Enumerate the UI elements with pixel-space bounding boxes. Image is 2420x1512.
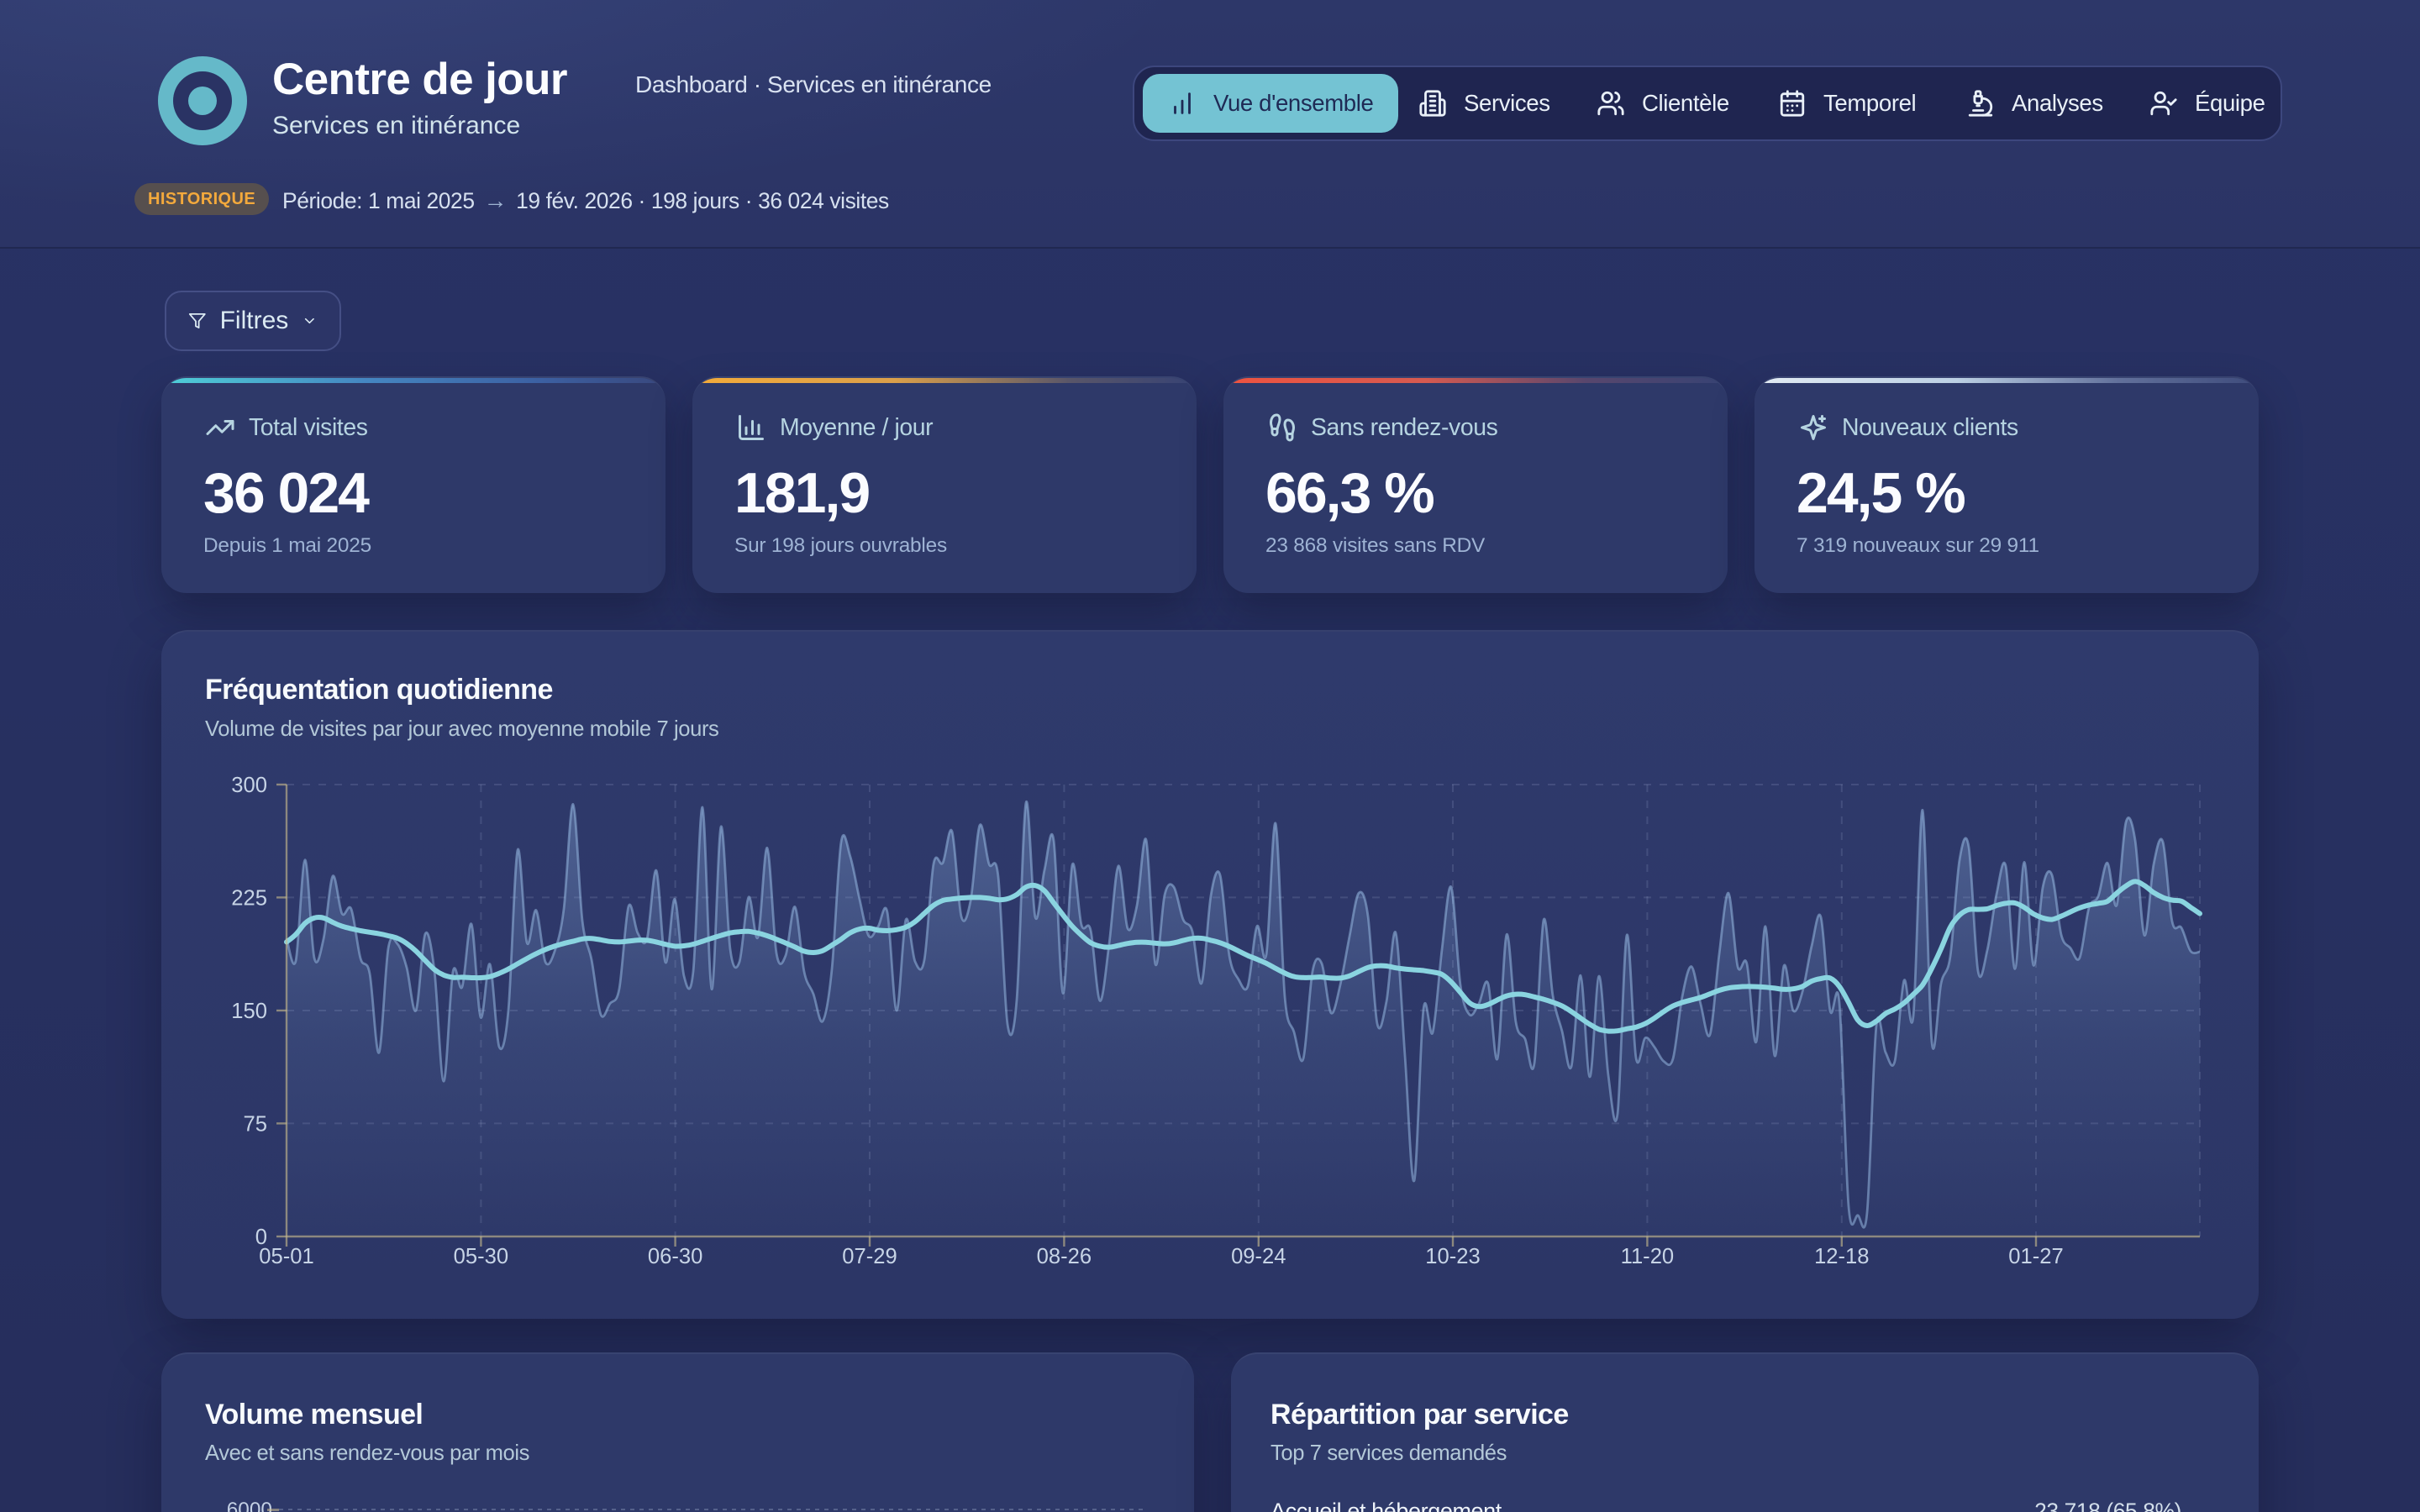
svg-text:10-23: 10-23: [1425, 1245, 1480, 1268]
svg-text:08-26: 08-26: [1037, 1245, 1092, 1268]
svg-text:01-27: 01-27: [2008, 1245, 2063, 1268]
svg-text:75: 75: [244, 1112, 267, 1136]
svg-text:07-29: 07-29: [842, 1245, 897, 1268]
svg-text:300: 300: [231, 774, 267, 797]
svg-text:06-30: 06-30: [648, 1245, 702, 1268]
svg-text:150: 150: [231, 1000, 267, 1023]
svg-text:11-20: 11-20: [1621, 1245, 1675, 1268]
svg-text:05-01: 05-01: [259, 1245, 313, 1268]
svg-text:05-30: 05-30: [454, 1245, 508, 1268]
svg-text:09-24: 09-24: [1231, 1245, 1286, 1268]
svg-text:12-18: 12-18: [1814, 1245, 1869, 1268]
svg-text:225: 225: [231, 886, 267, 910]
svg-text:0: 0: [255, 1226, 267, 1249]
